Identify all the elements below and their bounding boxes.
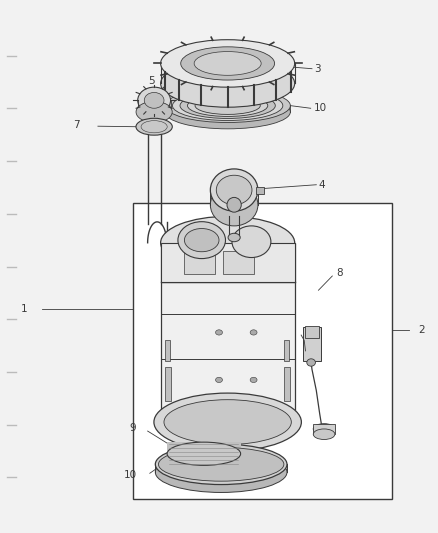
- Ellipse shape: [181, 47, 275, 80]
- Ellipse shape: [161, 60, 295, 107]
- Bar: [223, 251, 254, 274]
- Ellipse shape: [136, 118, 172, 135]
- Ellipse shape: [227, 197, 241, 212]
- Ellipse shape: [165, 89, 290, 123]
- Ellipse shape: [173, 91, 283, 120]
- Ellipse shape: [194, 52, 261, 75]
- Ellipse shape: [136, 101, 172, 123]
- Ellipse shape: [144, 92, 164, 108]
- Ellipse shape: [228, 233, 240, 241]
- Ellipse shape: [141, 120, 167, 133]
- Ellipse shape: [155, 444, 287, 484]
- Text: 7: 7: [73, 120, 80, 130]
- Bar: [184, 251, 215, 274]
- Ellipse shape: [250, 377, 257, 383]
- Ellipse shape: [164, 400, 291, 445]
- Ellipse shape: [250, 330, 257, 335]
- Ellipse shape: [216, 175, 252, 205]
- Text: 10: 10: [124, 470, 137, 480]
- Text: 5: 5: [148, 76, 155, 86]
- Ellipse shape: [210, 169, 258, 211]
- Ellipse shape: [167, 442, 240, 465]
- Text: 9: 9: [129, 423, 136, 433]
- Ellipse shape: [178, 222, 226, 259]
- Ellipse shape: [154, 393, 301, 451]
- Ellipse shape: [138, 87, 170, 114]
- Ellipse shape: [195, 97, 260, 115]
- Text: 2: 2: [418, 325, 424, 335]
- Text: 4: 4: [318, 180, 325, 190]
- Ellipse shape: [155, 452, 287, 492]
- Bar: [284, 367, 290, 401]
- Ellipse shape: [184, 229, 219, 252]
- Ellipse shape: [307, 359, 315, 366]
- Bar: [313, 424, 335, 434]
- Bar: [165, 341, 170, 361]
- Text: 1: 1: [21, 304, 28, 314]
- Ellipse shape: [215, 330, 223, 335]
- Ellipse shape: [159, 447, 284, 481]
- Bar: [305, 326, 319, 338]
- Ellipse shape: [313, 424, 335, 434]
- Ellipse shape: [215, 377, 223, 383]
- Ellipse shape: [210, 184, 258, 226]
- Ellipse shape: [138, 96, 170, 123]
- Ellipse shape: [146, 123, 162, 131]
- Bar: [165, 367, 171, 401]
- Bar: [256, 187, 265, 194]
- Bar: [133, 203, 392, 498]
- Bar: [284, 341, 289, 361]
- Ellipse shape: [187, 95, 268, 116]
- Bar: [161, 243, 295, 427]
- Ellipse shape: [180, 93, 276, 118]
- Text: 8: 8: [336, 268, 343, 278]
- Text: 10: 10: [314, 103, 327, 114]
- Ellipse shape: [232, 226, 271, 257]
- Ellipse shape: [161, 216, 295, 269]
- Bar: [167, 442, 240, 465]
- Ellipse shape: [161, 39, 295, 87]
- Ellipse shape: [165, 95, 290, 129]
- Ellipse shape: [313, 429, 335, 440]
- Bar: [161, 243, 295, 282]
- Text: 3: 3: [314, 64, 321, 74]
- Bar: [304, 327, 321, 361]
